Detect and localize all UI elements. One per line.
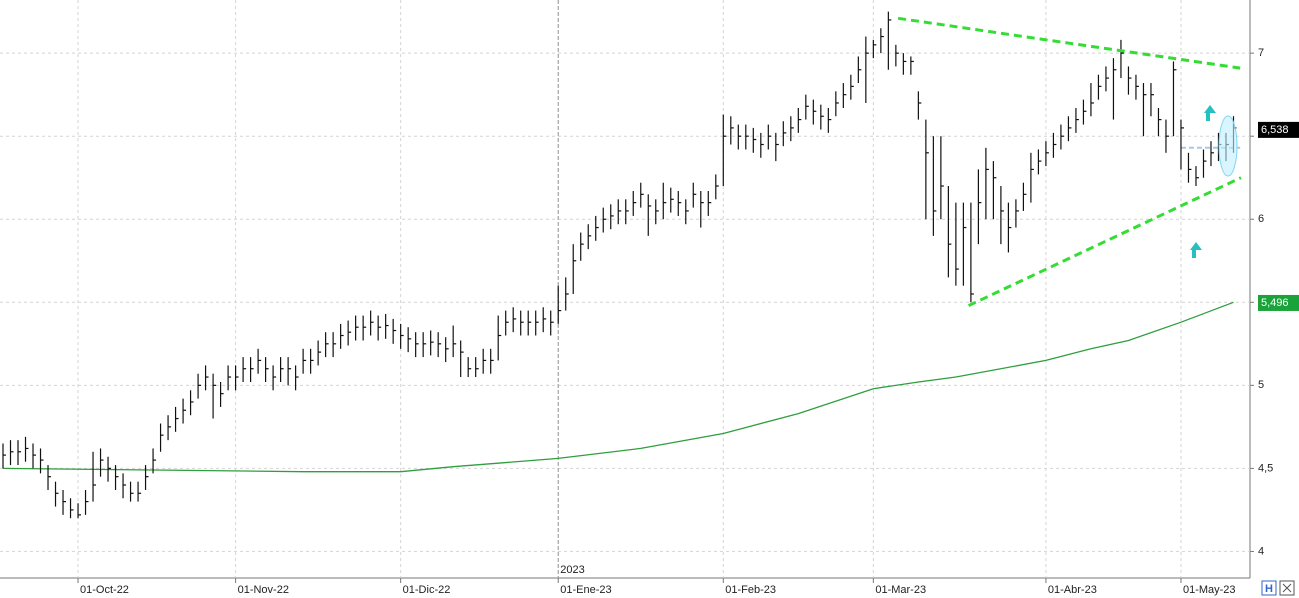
price-marker-label: 5,496 (1261, 297, 1289, 309)
x-tick-label: 01-Abr-23 (1048, 584, 1097, 596)
up-arrow (1190, 242, 1202, 258)
y-tick-label: 4,5 (1258, 462, 1273, 474)
highlight-ellipse (1218, 115, 1238, 177)
moving-average-line (2, 301, 1234, 473)
year-label: 2023 (560, 564, 584, 576)
x-tick-label: 01-Ene-23 (560, 584, 611, 596)
x-tick-label: 01-May-23 (1183, 584, 1236, 596)
y-tick-label: 7 (1258, 47, 1264, 59)
settings-icon[interactable] (1282, 583, 1292, 593)
y-tick-label: 5 (1258, 379, 1264, 391)
save-icon[interactable]: H (1265, 583, 1273, 595)
price-marker (1258, 294, 1299, 311)
x-tick-label: 01-Feb-23 (725, 584, 776, 596)
up-arrow (1204, 105, 1216, 121)
y-tick-label: 6 (1258, 213, 1264, 225)
price-marker-label: 6,538 (1261, 124, 1289, 136)
trend-line (967, 176, 1242, 307)
x-tick-label: 01-Nov-22 (238, 584, 289, 596)
save-button[interactable] (1261, 580, 1277, 596)
plot-area (0, 0, 1250, 578)
price-marker (1258, 121, 1299, 138)
y-tick-label: 4 (1258, 545, 1264, 557)
x-tick-label: 01-Mar-23 (875, 584, 926, 596)
x-tick-label: 01-Oct-22 (80, 584, 129, 596)
x-tick-label: 01-Dic-22 (403, 584, 451, 596)
trend-line (897, 16, 1241, 70)
